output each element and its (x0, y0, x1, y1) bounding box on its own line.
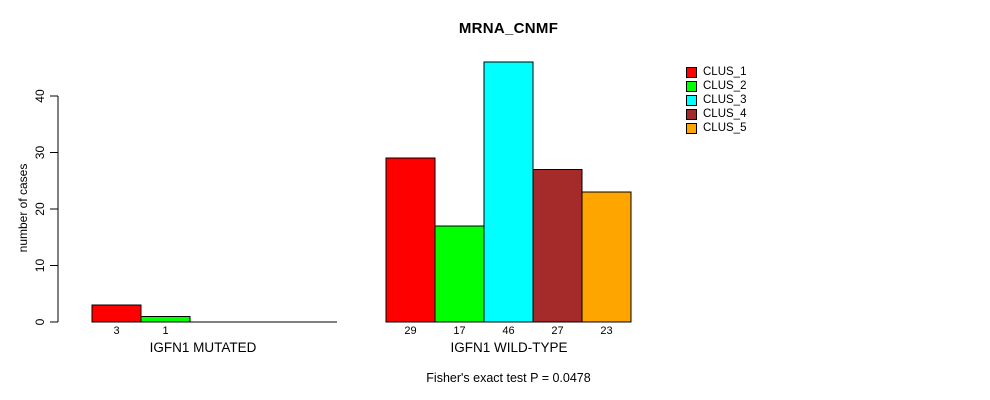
legend-item-clus_1: CLUS_1 (686, 66, 746, 78)
annotation-fisher-test: Fisher's exact test P = 0.0478 (426, 371, 591, 385)
legend-item-clus_5: CLUS_5 (686, 122, 746, 134)
bar-clus_1 (385, 157, 436, 323)
legend-swatch (686, 108, 697, 120)
bar-clus_4 (532, 168, 583, 323)
bar-value-label: 29 (404, 325, 416, 337)
y-tick-label: 10 (33, 259, 47, 273)
bar-clus_2 (140, 315, 191, 323)
y-tick-label: 0 (33, 318, 47, 325)
bar-value-label: 27 (551, 325, 563, 337)
bar-clus_1 (91, 304, 142, 323)
bar-clus_5 (581, 191, 632, 323)
legend-swatch (686, 94, 697, 106)
legend-swatch (686, 66, 697, 78)
bar-value-label: 23 (600, 325, 612, 337)
bar-clus_2 (434, 225, 485, 323)
y-tick-label: 20 (33, 202, 47, 216)
y-tick-label: 40 (33, 89, 47, 103)
bar-value-label: 17 (453, 325, 465, 337)
bar-value-label: 1 (162, 325, 168, 337)
group-label: IGFN1 WILD-TYPE (450, 340, 567, 355)
legend-item-clus_4: CLUS_4 (686, 108, 746, 120)
bar-clus_3 (483, 61, 534, 323)
bar-value-label: 46 (502, 325, 514, 337)
legend-swatch (686, 122, 697, 134)
legend-item-clus_3: CLUS_3 (686, 94, 746, 106)
legend-item-clus_2: CLUS_2 (686, 80, 746, 92)
legend: CLUS_1 CLUS_2 CLUS_3 CLUS_4 CLUS_5 (686, 66, 746, 134)
bar-value-label: 3 (113, 325, 119, 337)
y-tick-label: 30 (33, 146, 47, 160)
legend-label: CLUS_1 (703, 66, 747, 78)
legend-label: CLUS_4 (703, 108, 747, 120)
legend-swatch (686, 80, 697, 92)
chart-title: MRNA_CNMF (458, 20, 559, 37)
group-label: IGFN1 MUTATED (150, 340, 257, 355)
legend-label: CLUS_3 (703, 94, 747, 106)
legend-label: CLUS_2 (703, 80, 747, 92)
legend-label: CLUS_5 (703, 122, 747, 134)
